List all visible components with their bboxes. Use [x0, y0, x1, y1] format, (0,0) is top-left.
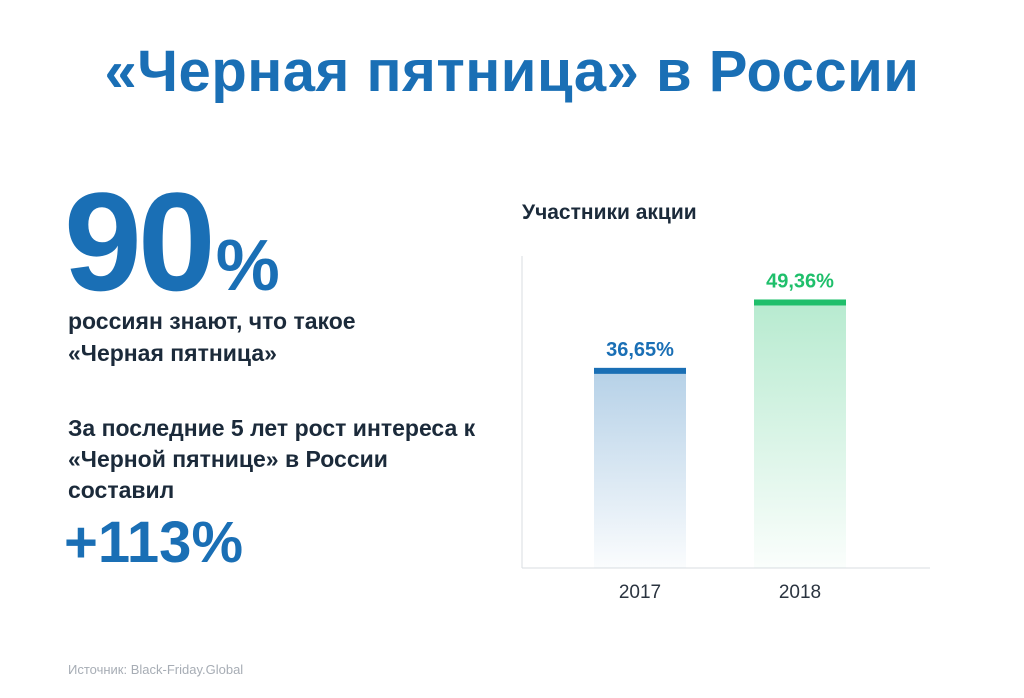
bar-cap-2017	[594, 367, 686, 374]
growth-value: +113%	[64, 510, 244, 575]
big-stat: 90%	[64, 172, 280, 312]
bar-cap-2018	[754, 299, 846, 306]
data-label-2017: 36,65%	[606, 339, 674, 361]
big-stat-unit: %	[215, 226, 280, 306]
page-title: «Черная пятница» в России	[104, 39, 920, 104]
big-stat-value: 90	[64, 163, 216, 320]
data-label-2018: 49,36%	[766, 270, 834, 292]
x-tick-label-2017: 2017	[619, 582, 661, 603]
bar-chart: 36,65% 2017 49,36% 2018	[521, 256, 930, 603]
source-note: Источник: Black-Friday.Global	[68, 662, 244, 677]
stat-caption: россиян знают, что такое «Черная пятница…	[68, 308, 356, 366]
chart-title: Участники акции	[522, 201, 697, 224]
growth-caption: За последние 5 лет рост интереса к «Черн…	[68, 415, 476, 503]
x-tick-label-2018: 2018	[779, 582, 821, 603]
bar-2017	[594, 370, 686, 568]
bar-2018	[754, 302, 846, 568]
